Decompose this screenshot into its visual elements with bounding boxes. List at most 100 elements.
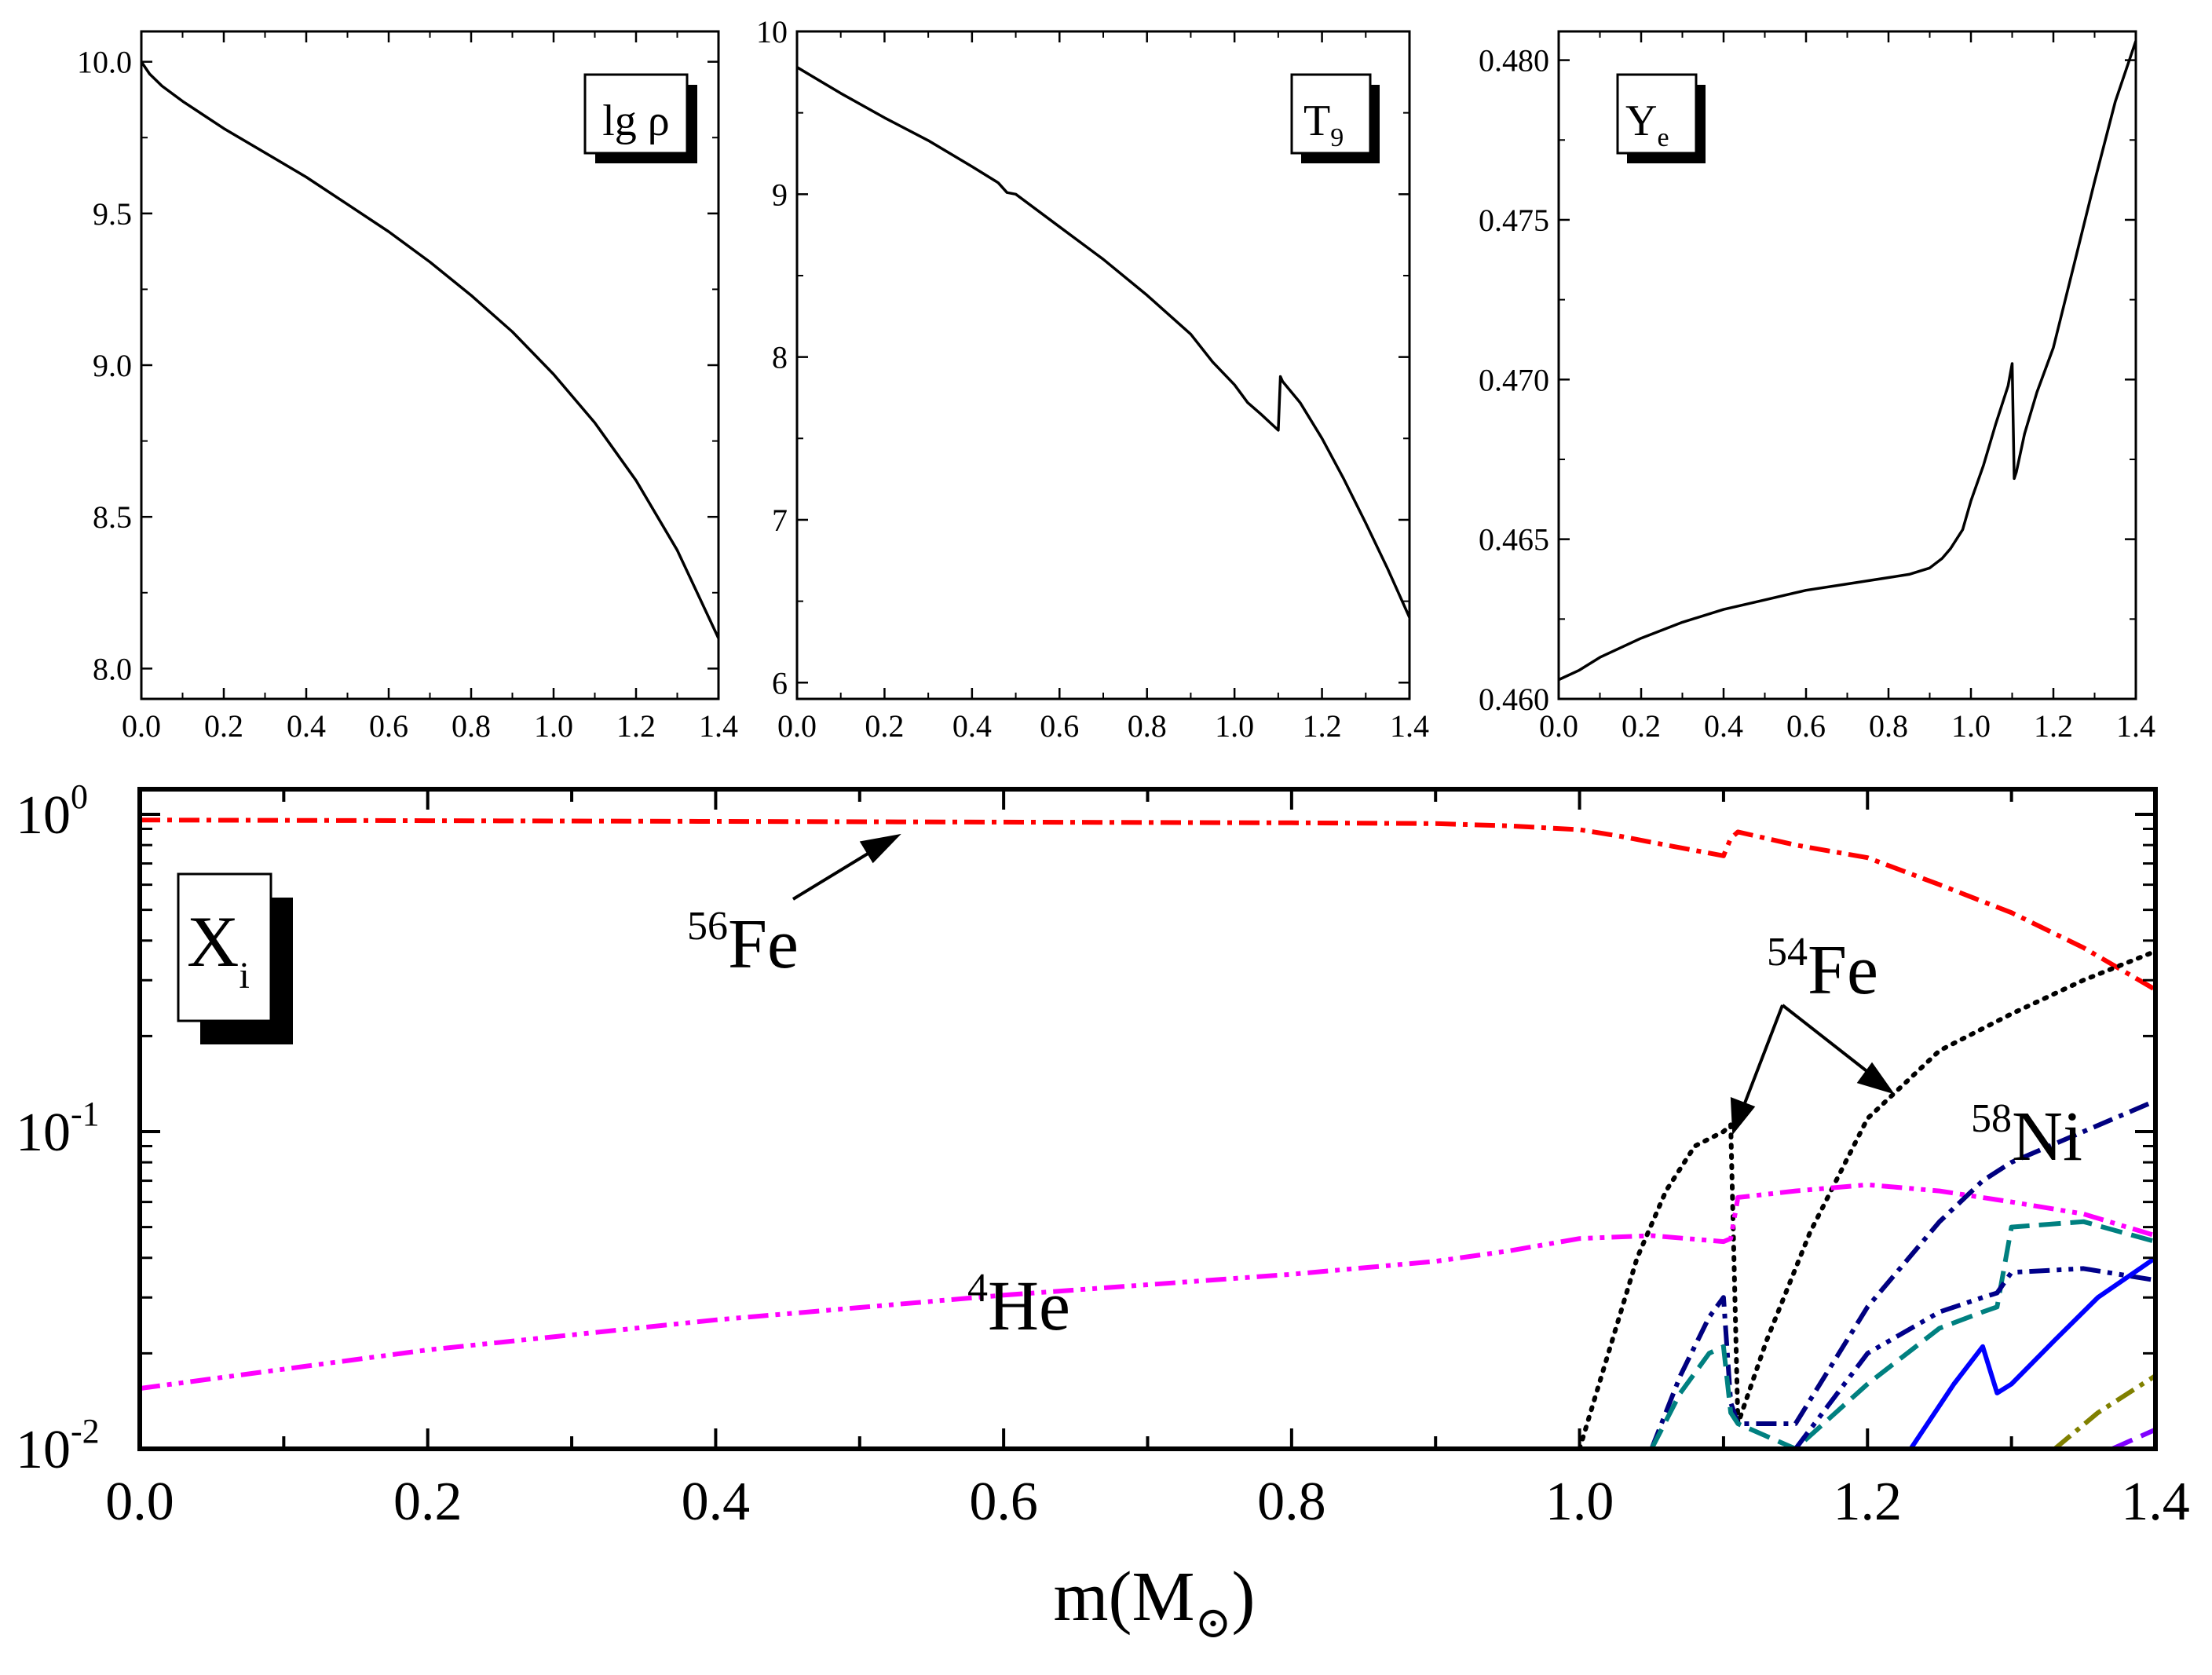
series-line-54fe: [1577, 949, 2158, 1451]
series-line-blue: [1908, 1256, 2157, 1450]
y-tick-labels: 8.0 8.5 9.0 9.5 10.0: [77, 45, 132, 687]
series-line-teal: [1649, 1219, 2156, 1451]
x-tick-label: 0.0: [122, 708, 161, 744]
x-tick-labels: 0.0 0.2 0.4 0.6 0.8 1.0 1.2 1.4: [1539, 708, 2155, 744]
x-tick-label: 0.2: [865, 708, 904, 744]
annotation-54fe: 54Fe: [1767, 930, 1878, 1009]
panel-label: T9: [1303, 97, 1344, 152]
x-tick-labels: 0.0 0.2 0.4 0.6 0.8 1.0 1.2 1.4: [122, 708, 738, 744]
x-tick-label: 0.4: [952, 708, 992, 744]
x-tick-label: 1.2: [616, 708, 656, 744]
panel-label: lg ρ: [602, 97, 670, 145]
x-tick-label: 0.0: [777, 708, 817, 744]
arrow-54fe-left: [1742, 1004, 1784, 1108]
arrow-54fe-right: [1781, 1004, 1874, 1077]
x-axis-title: m(M⊙): [1054, 1558, 1256, 1648]
x-tick-label: 0.2: [393, 1472, 463, 1532]
y-tick-label: 9: [772, 177, 788, 212]
x-tick-label: 0.6: [369, 708, 408, 744]
y-tick-label: 10.0: [77, 45, 132, 80]
y-tick-label: 0.480: [1479, 43, 1549, 79]
x-tick-label: 0.4: [287, 708, 326, 744]
series-group: [796, 66, 1411, 619]
y-tick-label: 9.5: [93, 196, 132, 232]
x-tick-label: 0.8: [1128, 708, 1167, 744]
series-line-navy-dotted: [1793, 1266, 2156, 1450]
y-tick-label: 8.5: [93, 499, 132, 535]
y-tick-label: 10: [756, 14, 788, 49]
y-tick-labels: 6 7 8 9 10: [756, 14, 788, 700]
x-tick-label: 0.4: [682, 1472, 751, 1532]
x-tick-label: 1.2: [1834, 1472, 1903, 1532]
annotation-58ni: 58Ni: [1971, 1096, 2082, 1176]
series-line-lg-: [140, 60, 720, 639]
series-group: [1558, 40, 2137, 682]
plot-frame: [137, 787, 2158, 1451]
y-tick-label: 8.0: [93, 651, 132, 686]
x-tick-label: 1.2: [2034, 708, 2073, 744]
x-tick-label: 0.0: [105, 1472, 174, 1532]
y-tick-labels: 0.460 0.465 0.470 0.475 0.480: [1479, 43, 1549, 717]
x-tick-label: 0.8: [1869, 708, 1908, 744]
x-tick-labels: 0.0 0.2 0.4 0.6 0.8 1.0 1.2 1.4: [777, 708, 1429, 744]
panel-label-box: lg ρ: [583, 73, 697, 163]
x-tick-label: 1.0: [1545, 1472, 1614, 1532]
panel-ye: 0.0 0.2 0.4 0.6 0.8 1.0 1.2 1.4 0.460 0.465 0.470…: [1479, 30, 2155, 744]
annotation-56fe: 56Fe: [687, 904, 799, 983]
tick-marks: [1557, 31, 2137, 700]
series-line-56fe: [139, 817, 2157, 992]
series-line-purple: [2111, 1427, 2157, 1451]
series-line-olive: [2053, 1373, 2157, 1451]
y-tick-label: 0.475: [1479, 203, 1549, 238]
tick-marks: [138, 789, 2157, 1450]
x-tick-label: 1.0: [534, 708, 573, 744]
panel-label: Ye: [1625, 97, 1669, 152]
arrow-56fe: [792, 845, 881, 901]
series-line-t9: [796, 66, 1411, 619]
x-tick-labels: 0.0 0.2 0.4 0.6 0.8 1.0 1.2 1.4: [105, 1472, 2190, 1532]
x-tick-label: 1.4: [1390, 708, 1429, 744]
panel-label-box: T9: [1290, 73, 1380, 163]
x-tick-label: 0.6: [969, 1472, 1038, 1532]
y-tick-label: 10-2: [16, 1412, 100, 1480]
panel-t9: 0.0 0.2 0.4 0.6 0.8 1.0 1.2 1.4 6 7 8 9 10 T9: [756, 14, 1429, 744]
y-tick-label: 9.0: [93, 348, 132, 383]
series-line-58ni: [1649, 1099, 2157, 1450]
panel-label-box: Ye: [1616, 73, 1706, 163]
x-tick-label: 0.8: [452, 708, 491, 744]
arrowhead-56fe: [859, 833, 901, 864]
y-tick-label: 8: [772, 340, 788, 375]
tick-marks: [795, 30, 1411, 699]
y-tick-label: 100: [16, 777, 88, 846]
series-group: [140, 60, 720, 639]
x-tick-label: 1.4: [699, 708, 738, 744]
series-line-4he: [139, 1182, 2156, 1392]
y-tick-label: 7: [772, 503, 788, 538]
arrowhead-54fe-right: [1856, 1062, 1895, 1095]
y-tick-label: 10-1: [16, 1095, 100, 1163]
x-tick-label: 0.2: [204, 708, 243, 744]
x-tick-label: 1.0: [1215, 708, 1254, 744]
tick-marks: [140, 31, 720, 699]
x-tick-label: 0.4: [1704, 708, 1743, 744]
panel-label-box: Xi: [177, 872, 293, 1044]
x-tick-label: 0.2: [1622, 708, 1661, 744]
panel-lg-rho: 0.0 0.2 0.4 0.6 0.8 1.0 1.2 1.4 8.0 8.5 9.0 9.5 10.…: [77, 30, 738, 744]
x-tick-label: 1.4: [2116, 708, 2155, 744]
x-tick-label: 1.0: [1951, 708, 1991, 744]
arrowhead-54fe-left: [1730, 1097, 1756, 1136]
x-tick-label: 1.4: [2121, 1472, 2190, 1532]
y-tick-label: 0.465: [1479, 522, 1549, 558]
y-tick-labels: 100 10-1 10-2: [16, 777, 100, 1480]
y-tick-label: 0.470: [1479, 362, 1549, 397]
y-tick-label: 6: [772, 665, 788, 700]
annotation-4he: 4He: [967, 1266, 1070, 1345]
series-line-ye: [1558, 40, 2137, 682]
annotation-arrows: [792, 833, 1895, 1136]
x-tick-label: 0.8: [1257, 1472, 1326, 1532]
series-group: [139, 817, 2158, 1451]
x-tick-label: 1.2: [1303, 708, 1342, 744]
panel-label: Xi: [187, 902, 250, 997]
